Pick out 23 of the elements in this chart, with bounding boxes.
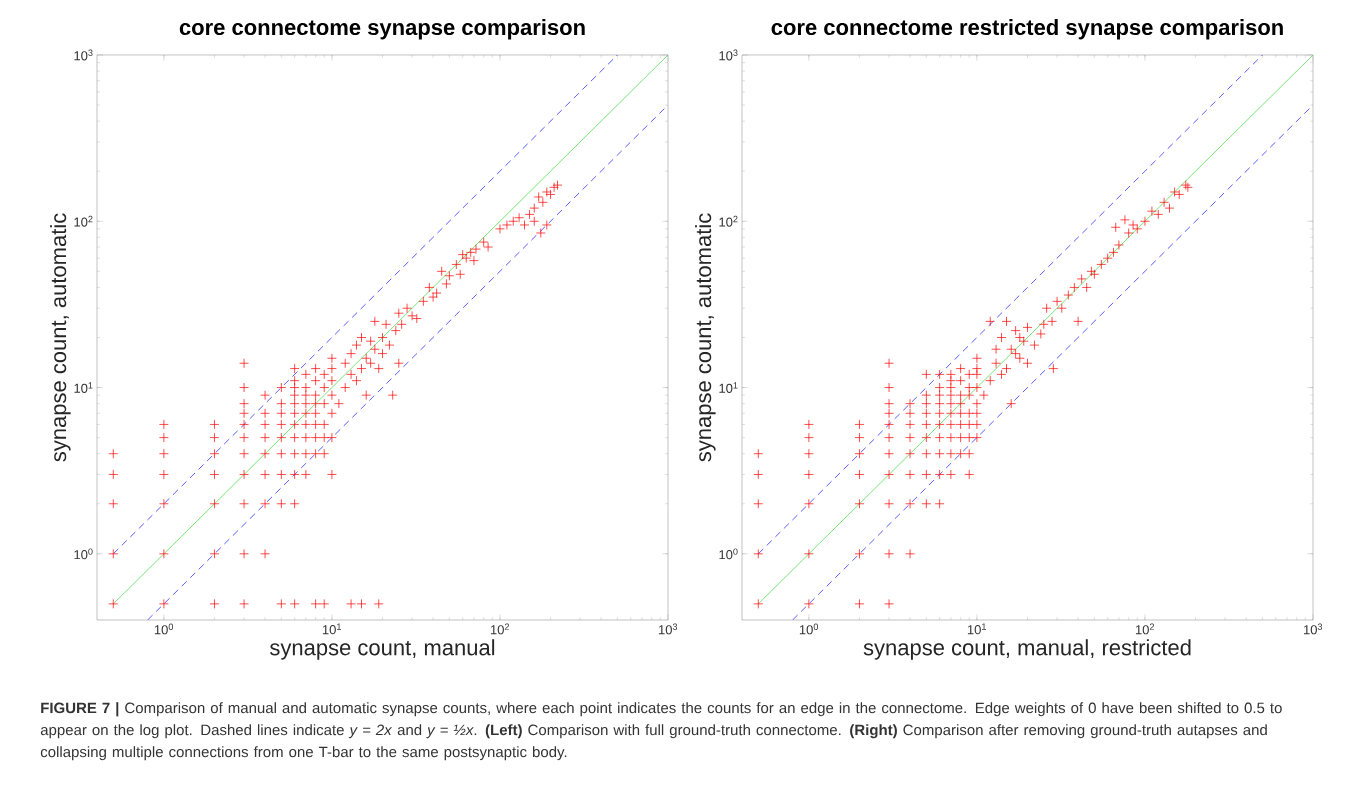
y-tick-label: 10$^{0}$ <box>719 548 738 560</box>
x-tick-label: 10$^{0}$ <box>154 623 174 635</box>
x-tick-label: 10$^{3}$ <box>658 623 678 635</box>
x-tick-label: 10$^{1}$ <box>322 623 341 635</box>
x-tick-label: 10$^{0}$ <box>799 623 819 635</box>
x-tick-label: 10$^{2}$ <box>1135 623 1154 635</box>
y-axis-title: synapse count, automatic <box>695 213 716 462</box>
y-tick-label: 10$^{0}$ <box>74 548 93 560</box>
y-tick-label: 10$^{3}$ <box>74 49 93 61</box>
x-tick-label: 10$^{2}$ <box>490 623 510 635</box>
y-tick-label: 10$^{3}$ <box>719 49 738 61</box>
text: FIGURE 7 | Comparison of manual and automatic synapse counts, where each point indicates the counts for an edge in the connectome. Edge weights of 0 have been shifted to 0.5 to appear on the log plot. Dashed lines indicate y = 2x and y = ½x. (Left) Comparison with full ground-truth connectome. (Right) Comparison after removing ground-truth autapses and collapsing multiple connections from one T-bar to the same postsynaptic body. <box>40 702 1282 761</box>
x-tick-label: 10$^{3}$ <box>1303 623 1323 635</box>
y-tick-label: 10$^{2}$ <box>719 215 738 227</box>
y-tick-label: 10$^{1}$ <box>74 382 93 393</box>
x-axis-title: synapse count, manual, restricted <box>863 639 1191 660</box>
chart-title: core connectome synapse comparison <box>179 18 585 40</box>
y-tick-label: 10$^{2}$ <box>74 215 93 227</box>
x-axis-title: synapse count, manual <box>269 639 495 660</box>
y-tick-label: 10$^{1}$ <box>719 382 738 393</box>
x-tick-label: 10$^{1}$ <box>967 623 986 635</box>
y-axis-title: synapse count, automatic <box>50 213 71 462</box>
chart-title: core connectome restricted synapse comparison <box>771 18 1283 40</box>
